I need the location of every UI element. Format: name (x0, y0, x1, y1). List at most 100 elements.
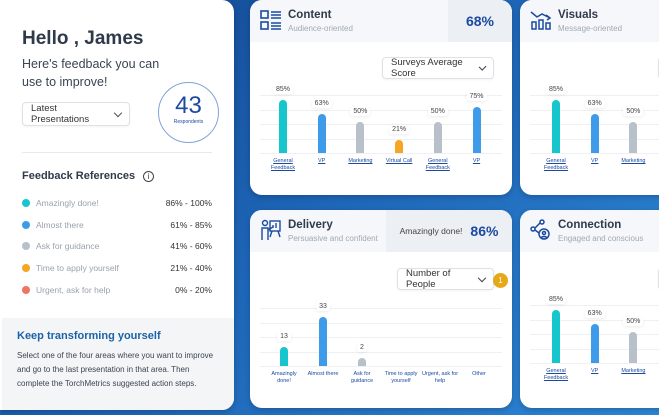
category-label[interactable]: General Feedback (425, 158, 450, 171)
chart-bar[interactable] (358, 358, 366, 366)
respondents-label: Respondents (173, 119, 204, 125)
delivery-card[interactable]: Delivery Persuasive and confident Amazin… (250, 210, 512, 408)
gridline (530, 319, 659, 321)
feedback-references-label: Feedback References (22, 170, 136, 182)
greeting: Hello , James (22, 28, 144, 49)
gridline (530, 153, 659, 154)
category-label[interactable]: VP (591, 158, 599, 164)
bar-value-label: 50% (623, 317, 644, 326)
chart-bar[interactable] (590, 323, 599, 363)
chart-bar[interactable] (356, 122, 365, 153)
notification-badge[interactable]: 1 (493, 273, 508, 288)
status-dot-icon (22, 264, 30, 273)
gridline (260, 322, 502, 324)
divider (22, 152, 212, 153)
status-dot-icon (22, 220, 30, 229)
gridline (530, 109, 659, 111)
gridline (260, 138, 502, 140)
presentation-select[interactable]: Latest Presentations (22, 102, 130, 126)
gridline (260, 109, 502, 111)
bar-value-label: 33 (316, 301, 330, 311)
card-title: Visuals (558, 9, 599, 21)
feedback-reference-item: Amazingly done! 86% - 100% (22, 198, 212, 208)
gridline (260, 124, 502, 125)
share-user-icon (530, 219, 550, 240)
chart-bar[interactable] (552, 100, 560, 153)
reference-label: Urgent, ask for help (36, 284, 111, 295)
feedback-reference-item: Time to apply yourself 21% - 40% (22, 263, 212, 273)
card-subtitle: Message-oriented (558, 24, 623, 33)
category-label[interactable]: General Feedback (543, 368, 569, 381)
info-icon[interactable]: i (143, 170, 155, 182)
reference-range: 61% - 85% (170, 219, 212, 230)
reference-range: 41% - 60% (170, 241, 212, 252)
chart-bar[interactable] (629, 122, 638, 153)
respondents-badge: 43 Respondents (158, 82, 219, 143)
status-dot-icon (22, 285, 30, 294)
category-label[interactable]: VP (591, 368, 599, 374)
reference-label: Amazingly done! (36, 198, 99, 208)
keep-title: Keep transforming yourself (17, 330, 161, 342)
score-box: Amazingly done! 86% (386, 210, 512, 252)
card-title: Connection (558, 219, 622, 231)
bar-value-label: 2 (357, 343, 367, 352)
category-label: Time to apply yourself (384, 371, 418, 384)
gridline (530, 363, 659, 364)
gridline (260, 153, 502, 154)
chart-bar[interactable] (280, 346, 288, 366)
chart-bar[interactable] (472, 106, 481, 153)
bar-value-label: 21% (389, 124, 410, 134)
bar-value-label: 85% (545, 295, 567, 305)
metric-select[interactable]: Surveys Average Score (382, 57, 494, 79)
score-label: Amazingly done! (399, 226, 463, 236)
content-card[interactable]: Content Audience-oriented 68% Surveys Av… (250, 0, 512, 195)
reference-range: 21% - 40% (170, 263, 212, 274)
gridline (260, 337, 502, 338)
reference-range: 86% - 100% (165, 198, 212, 208)
category-label[interactable]: Marketing (621, 368, 646, 374)
bar-value-label: 63% (584, 98, 605, 108)
bar-chart-trend-icon (530, 11, 552, 30)
chart-bar[interactable] (552, 310, 560, 363)
keep-transforming-panel: Keep transforming yourself Select one of… (2, 318, 234, 410)
category-label[interactable]: General Feedback (270, 158, 296, 171)
card-subtitle: Engaged and conscious (558, 234, 644, 243)
card-subtitle: Audience-oriented (288, 24, 353, 33)
category-label[interactable]: General Feedback (543, 158, 569, 171)
category-label[interactable]: Marketing (348, 158, 373, 164)
reference-label: Time to apply yourself (36, 263, 119, 274)
category-label: Other (472, 371, 486, 377)
respondents-count: 43 (175, 92, 202, 119)
connection-card[interactable]: Connection Engaged and conscious 85% Gene… (520, 210, 659, 408)
gridline (530, 305, 659, 306)
category-label: Almost there (307, 371, 339, 377)
chart-bar[interactable] (279, 100, 287, 153)
reference-label: Almost there (36, 219, 84, 230)
bar-value-label: 63% (311, 98, 332, 108)
gridline (260, 95, 502, 96)
status-dot-icon (22, 242, 30, 251)
chart-bar[interactable] (433, 122, 442, 153)
category-label[interactable]: VP (318, 158, 326, 164)
metric-select[interactable]: Number of People (397, 268, 494, 290)
score-value: 68% (465, 13, 495, 29)
category-label[interactable]: VP (472, 158, 481, 164)
chart-bar[interactable] (317, 113, 326, 153)
gridline (260, 366, 502, 367)
category-label[interactable]: Marketing (621, 158, 646, 164)
presenter-icon (261, 219, 281, 240)
category-label: Ask for guidance (350, 371, 374, 384)
category-label[interactable]: Virtual Call (385, 158, 413, 164)
visuals-card[interactable]: Visuals Message-oriented 85% General Feed… (520, 0, 659, 195)
feedback-reference-item: Ask for guidance 41% - 60% (22, 241, 212, 251)
chart-bar[interactable] (395, 139, 404, 153)
bar-value-label: 63% (584, 308, 605, 318)
bar-value-label: 85% (545, 85, 567, 95)
gridline (260, 351, 502, 353)
chart-bar[interactable] (629, 332, 638, 363)
bar-value-label: 75% (466, 91, 487, 101)
chart-bar[interactable] (590, 113, 599, 153)
card-title: Delivery (288, 219, 333, 231)
feedback-references-title: Feedback References i (22, 170, 155, 182)
chart-bar[interactable] (319, 316, 327, 366)
